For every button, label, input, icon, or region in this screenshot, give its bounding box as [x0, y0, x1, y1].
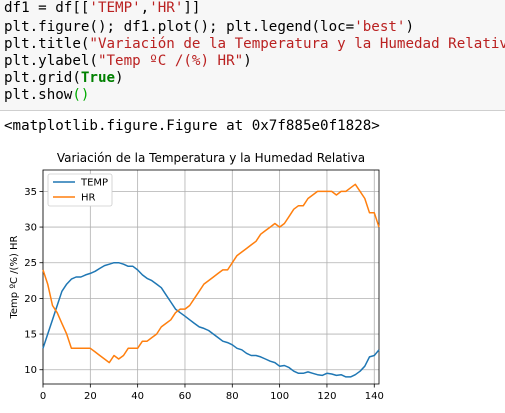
plot-area-frame [42, 169, 380, 385]
code-line-5: plt.grid(True) [4, 70, 124, 87]
code-keyword: True [80, 70, 116, 86]
y-axis-label: Temp ºC /(%) HR [9, 235, 20, 319]
y-tick-label: 35 [24, 187, 37, 198]
y-tick-label: 15 [24, 330, 37, 341]
code-line-4: plt.ylabel("Temp ºC /(%) HR") [4, 53, 252, 70]
y-tick-label: 30 [24, 223, 37, 234]
code-text: plt.title( [4, 36, 90, 52]
x-tick-label: 120 [317, 391, 336, 402]
y-tick-label: 20 [24, 294, 37, 305]
code-line-3: plt.title("Variación de la Temperatura y… [4, 36, 505, 53]
legend: TEMP HR [47, 173, 113, 207]
x-tick-label: 0 [40, 391, 46, 402]
code-string: "Temp ºC /(%) HR" [97, 53, 244, 69]
code-string: 'TEMP' [89, 0, 141, 16]
code-text: ) [115, 70, 124, 86]
code-text: , [140, 0, 150, 16]
x-tick-label: 40 [131, 391, 144, 402]
axis-ticks: 0 20 40 60 80 100 120 140 10 15 20 25 30 35 [24, 187, 384, 402]
code-text: plt.show [4, 87, 73, 103]
legend-label-temp: TEMP [80, 178, 108, 189]
series-line-temp [42, 261, 380, 378]
cell-output-text: <matplotlib.figure.Figure at 0x7f885e0f1… [4, 118, 380, 134]
series-line-hr [42, 183, 380, 364]
x-tick-label: 100 [270, 391, 289, 402]
chart-title: Variación de la Temperatura y la Humedad… [57, 151, 365, 165]
code-paren-highlight: () [72, 87, 90, 103]
legend-label-hr: HR [81, 193, 96, 204]
code-line-1: df1 = df[['TEMP','HR']] [4, 0, 200, 17]
y-tick-label: 25 [24, 258, 37, 269]
code-text: ) [405, 19, 415, 35]
code-text: df1 = df[[ [4, 0, 90, 16]
code-text: plt.grid( [4, 70, 81, 86]
code-line-6: plt.show() [4, 87, 89, 104]
code-text: plt.ylabel( [4, 53, 98, 69]
line-chart: Variación de la Temperatura y la Humedad… [9, 151, 384, 402]
code-string: 'best' [354, 19, 406, 35]
code-string: "Variación de la Temperatura y la Humeda… [89, 36, 505, 52]
code-line-2: plt.figure(); df1.plot(); plt.legend(loc… [4, 19, 414, 36]
code-text: plt.figure(); df1.plot(); plt.legend(loc… [4, 19, 355, 35]
series-lines [42, 183, 380, 378]
x-tick-label: 80 [226, 391, 239, 402]
code-string: 'HR' [149, 0, 184, 16]
x-tick-label: 60 [179, 391, 192, 402]
y-tick-label: 10 [24, 365, 37, 376]
x-tick-label: 20 [84, 391, 97, 402]
x-tick-label: 140 [365, 391, 384, 402]
code-text: ]] [183, 0, 201, 16]
code-cell-input[interactable]: df1 = df[['TEMP','HR']] plt.figure(); df… [0, 0, 505, 111]
code-text: ) [243, 53, 252, 69]
